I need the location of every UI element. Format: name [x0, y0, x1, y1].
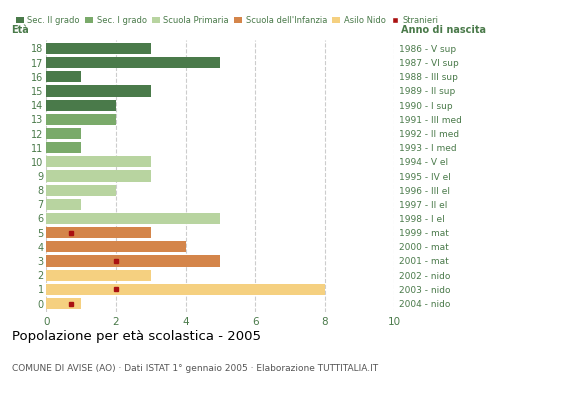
Bar	[46, 199, 81, 210]
Bar	[46, 142, 81, 153]
Bar	[46, 128, 81, 139]
Bar	[46, 71, 81, 82]
Bar	[46, 284, 325, 295]
Bar	[46, 256, 220, 266]
Bar	[46, 156, 151, 167]
Bar	[46, 185, 116, 196]
Bar	[46, 170, 151, 182]
Text: COMUNE DI AVISE (AO) · Dati ISTAT 1° gennaio 2005 · Elaborazione TUTTITALIA.IT: COMUNE DI AVISE (AO) · Dati ISTAT 1° gen…	[12, 364, 378, 373]
Bar	[46, 114, 116, 125]
Text: Popolazione per età scolastica - 2005: Popolazione per età scolastica - 2005	[12, 330, 260, 343]
Bar	[46, 270, 151, 281]
Bar	[46, 57, 220, 68]
Text: Età: Età	[12, 24, 30, 34]
Legend: Sec. II grado, Sec. I grado, Scuola Primaria, Scuola dell'Infanzia, Asilo Nido, : Sec. II grado, Sec. I grado, Scuola Prim…	[16, 16, 438, 25]
Bar	[46, 227, 151, 238]
Bar	[46, 213, 220, 224]
Bar	[46, 100, 116, 111]
Bar	[46, 43, 151, 54]
Bar	[46, 298, 81, 309]
Text: Anno di nascita: Anno di nascita	[401, 24, 487, 34]
Bar	[46, 86, 151, 96]
Bar	[46, 241, 186, 252]
